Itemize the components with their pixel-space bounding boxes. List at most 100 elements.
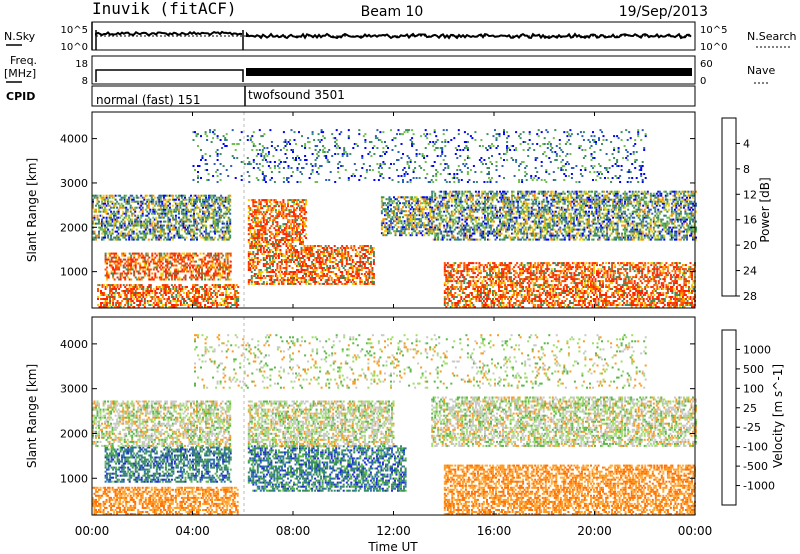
heatmap-cell xyxy=(128,252,131,255)
heatmap-cell xyxy=(169,262,172,265)
heatmap-cell xyxy=(140,254,143,257)
heatmap-cell xyxy=(306,257,309,259)
heatmap-cell xyxy=(193,218,195,221)
heatmap-cell xyxy=(434,226,437,229)
heatmap-cell xyxy=(484,206,486,209)
heatmap-cell xyxy=(273,227,276,230)
heatmap-cell xyxy=(107,212,110,215)
heatmap-cell xyxy=(110,194,113,197)
heatmap-cell xyxy=(113,268,116,271)
heatmap-cell xyxy=(203,204,206,207)
heatmap-cell xyxy=(317,281,320,283)
heatmap-cell xyxy=(256,282,259,285)
heatmap-cell xyxy=(132,230,135,233)
heatmap-cell xyxy=(109,288,112,290)
heatmap-cell xyxy=(136,304,139,306)
heatmap-cell xyxy=(347,281,350,283)
heatmap-cell xyxy=(279,239,282,241)
heatmap-cell xyxy=(145,260,148,263)
heatmap-cell xyxy=(372,247,375,249)
heatmap-cell xyxy=(440,190,443,193)
heatmap-cell xyxy=(131,288,134,290)
heatmap-cell xyxy=(98,210,100,213)
heatmap-cell xyxy=(250,243,253,245)
heatmap-cell xyxy=(219,274,222,277)
heatmap-cell xyxy=(382,196,385,199)
heatmap-cell xyxy=(134,224,137,227)
heatmap-cell xyxy=(234,294,237,296)
heatmap-cell xyxy=(172,298,175,300)
heatmap-cell xyxy=(435,216,438,219)
heatmap-cell xyxy=(119,198,122,201)
heatmap-cell xyxy=(456,196,459,199)
heatmap-cell xyxy=(503,234,506,237)
heatmap-cell xyxy=(118,268,121,271)
heatmap-cell xyxy=(285,267,288,269)
heatmap-cell xyxy=(132,226,135,229)
heatmap-cell xyxy=(291,215,294,218)
nave-band xyxy=(246,68,692,76)
heatmap-cell xyxy=(142,254,145,257)
heatmap-cell xyxy=(131,198,134,201)
heatmap-cell xyxy=(359,251,362,253)
heatmap-cell xyxy=(193,260,196,263)
heatmap-cell xyxy=(95,238,97,241)
heatmap-cell xyxy=(110,210,113,213)
heatmap-cell xyxy=(479,196,482,199)
heatmap-cell xyxy=(96,222,99,225)
heatmap-cell xyxy=(300,277,303,279)
heatmap-cell xyxy=(185,204,188,207)
heatmap-cell xyxy=(430,228,433,231)
heatmap-cell xyxy=(394,208,397,211)
heatmap-cell xyxy=(444,230,447,233)
heatmap-cell xyxy=(429,202,432,205)
heatmap-cell xyxy=(258,211,261,214)
heatmap-cell xyxy=(167,298,170,300)
heatmap-cell xyxy=(103,302,106,304)
heatmap-cell xyxy=(112,260,115,263)
heatmap-cell xyxy=(237,286,240,288)
heatmap-cell xyxy=(208,288,211,290)
heatmap-cell xyxy=(291,211,294,214)
heatmap-cell xyxy=(129,206,132,209)
heatmap-cell xyxy=(151,304,154,306)
heatmap-cell xyxy=(149,268,152,271)
heatmap-cell xyxy=(387,206,389,209)
heatmap-cell xyxy=(302,227,304,230)
heatmap-cell xyxy=(219,294,222,296)
heatmap-cell xyxy=(405,202,408,205)
heatmap-cell xyxy=(205,204,208,207)
heatmap-cell xyxy=(326,269,329,271)
freq-right-tick-top: 60 xyxy=(700,59,713,70)
heatmap-cell xyxy=(300,281,303,283)
heatmap-cell xyxy=(160,252,163,255)
heatmap-cell xyxy=(447,230,450,233)
heatmap-cell xyxy=(163,266,166,269)
heatmap-cell xyxy=(253,235,256,238)
heatmap-cell xyxy=(193,290,196,292)
heatmap-cell xyxy=(137,292,140,294)
heatmap-cell xyxy=(237,300,240,302)
heatmap-cell xyxy=(223,238,226,241)
heatmap-cell xyxy=(390,232,392,235)
heatmap-cell xyxy=(446,226,449,229)
heatmap-cell xyxy=(329,275,332,277)
heatmap-cell xyxy=(344,265,347,267)
heatmap-cell xyxy=(96,196,99,199)
heatmap-cell xyxy=(461,214,464,217)
heatmap-cell xyxy=(234,304,237,306)
heatmap-cell xyxy=(482,196,485,199)
heatmap-cell xyxy=(468,226,471,229)
heatmap-cell xyxy=(113,270,116,273)
heatmap-cell xyxy=(412,230,415,233)
heatmap-cell xyxy=(256,243,259,245)
heatmap-cell xyxy=(127,260,130,263)
heatmap-cell xyxy=(131,224,134,227)
heatmap-cell xyxy=(488,232,491,235)
heatmap-cell xyxy=(227,228,230,231)
heatmap-cell xyxy=(446,232,449,235)
heatmap-cell xyxy=(464,198,467,201)
heatmap-cell xyxy=(484,236,486,239)
heatmap-cell xyxy=(255,201,258,204)
heatmap-cell xyxy=(175,260,178,263)
